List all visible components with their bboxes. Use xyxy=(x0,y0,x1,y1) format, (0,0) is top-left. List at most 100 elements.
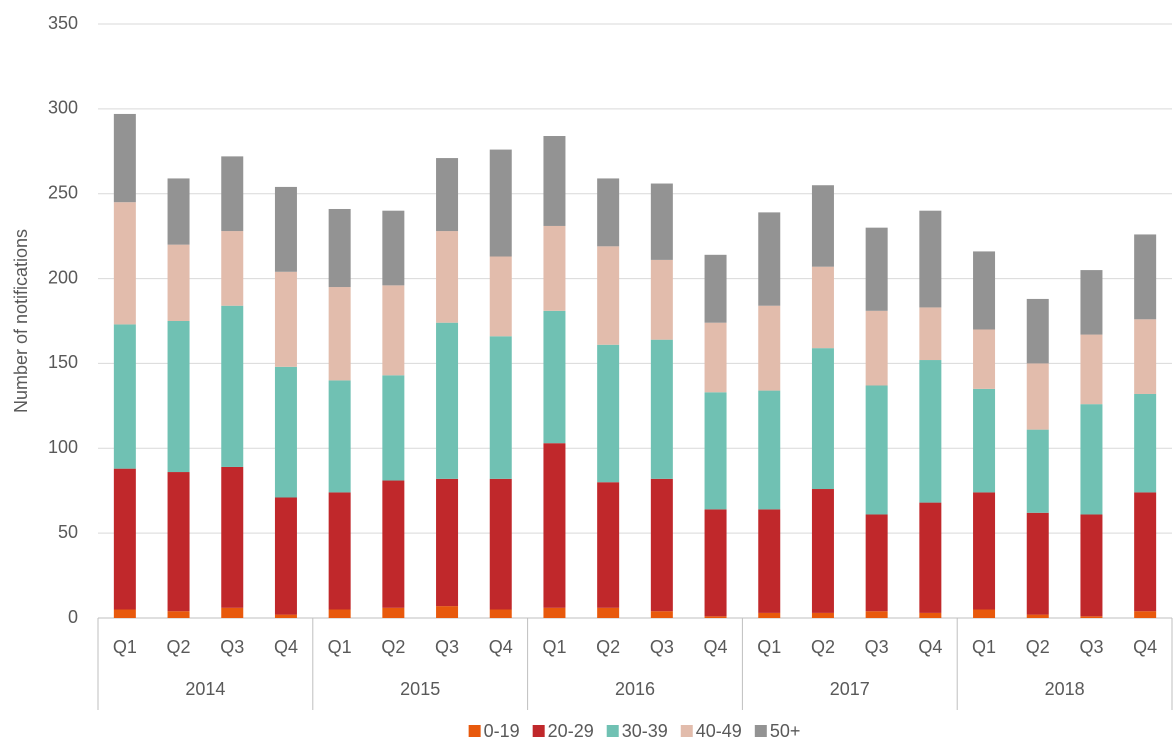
bar-segment xyxy=(1134,393,1157,493)
y-tick-label: 200 xyxy=(48,267,78,287)
y-tick-label: 150 xyxy=(48,352,78,372)
bar-segment xyxy=(865,514,888,612)
bar-segment xyxy=(113,202,136,325)
bar-segment xyxy=(328,609,351,618)
bar-segment xyxy=(758,212,781,306)
bar-segment xyxy=(328,287,351,381)
bar-segment xyxy=(274,186,297,272)
bar-segment xyxy=(704,392,727,510)
bar-segment xyxy=(597,344,620,483)
bar-segment xyxy=(758,305,781,391)
x-tick-label: Q2 xyxy=(381,637,405,657)
bar-segment xyxy=(328,492,351,610)
bar-segment xyxy=(382,375,405,481)
bar-segment xyxy=(704,509,727,617)
bar-segment xyxy=(274,366,297,498)
y-tick-label: 300 xyxy=(48,98,78,118)
bar-segment xyxy=(865,227,888,311)
bar-segment xyxy=(1026,614,1049,618)
bar-segment xyxy=(489,149,512,257)
bar-segment xyxy=(973,329,996,389)
bar-segment xyxy=(650,183,673,260)
x-tick-label: Q3 xyxy=(220,637,244,657)
legend-label: 50+ xyxy=(770,721,801,741)
bar-segment xyxy=(113,468,136,610)
bar-segment xyxy=(865,385,888,515)
bar-segment xyxy=(489,336,512,479)
bar-segment xyxy=(1026,512,1049,615)
bar-segment xyxy=(811,612,834,618)
bar-segment xyxy=(382,210,405,286)
group-label: 2016 xyxy=(615,679,655,699)
legend-swatch xyxy=(606,725,619,737)
bar-segment xyxy=(704,322,727,393)
bar-segment xyxy=(113,324,136,469)
bar-segment xyxy=(1080,270,1103,335)
bar-segment xyxy=(650,259,673,340)
legend-swatch xyxy=(680,725,693,737)
bar-segment xyxy=(221,156,244,232)
bar-segment xyxy=(436,606,459,618)
bar-segment xyxy=(704,616,727,618)
bar-segment xyxy=(543,310,566,444)
bar-segment xyxy=(1026,298,1049,364)
bar-segment xyxy=(221,607,244,618)
bar-segment xyxy=(167,178,190,245)
bar-segment xyxy=(221,231,244,306)
bar-segment xyxy=(382,480,405,608)
bar-segment xyxy=(113,113,136,203)
bar-segment xyxy=(973,251,996,330)
bar-segment xyxy=(543,443,566,608)
bar-segment xyxy=(1134,492,1157,612)
bar-segment xyxy=(811,185,834,267)
x-tick-label: Q4 xyxy=(918,637,942,657)
bar-segment xyxy=(167,321,190,473)
x-tick-label: Q1 xyxy=(113,637,137,657)
x-tick-label: Q2 xyxy=(1026,637,1050,657)
bar-segment xyxy=(167,472,190,612)
bar-segment xyxy=(1134,611,1157,618)
legend-label: 40-49 xyxy=(696,721,742,741)
bar-segment xyxy=(543,607,566,618)
bar-segment xyxy=(436,231,459,323)
legend-swatch xyxy=(468,725,481,737)
bar-segment xyxy=(436,322,459,479)
legend-label: 0-19 xyxy=(484,721,520,741)
bar-segment xyxy=(436,478,459,607)
x-tick-label: Q3 xyxy=(1079,637,1103,657)
bar-segment xyxy=(811,348,834,490)
bar-segment xyxy=(919,502,942,613)
bar-segment xyxy=(704,254,727,323)
bar-segment xyxy=(113,609,136,618)
bar-segment xyxy=(811,489,834,613)
bar-segment xyxy=(865,611,888,618)
x-tick-label: Q3 xyxy=(865,637,889,657)
group-label: 2018 xyxy=(1045,679,1085,699)
group-label: 2015 xyxy=(400,679,440,699)
bar-segment xyxy=(274,614,297,618)
legend-label: 30-39 xyxy=(622,721,668,741)
legend-swatch xyxy=(754,725,767,737)
bar-segment xyxy=(1026,429,1049,513)
x-tick-label: Q3 xyxy=(435,637,459,657)
bar-segment xyxy=(597,246,620,345)
bar-segment xyxy=(1080,514,1103,617)
bar-segment xyxy=(274,497,297,615)
bar-segment xyxy=(274,271,297,367)
bar-segment xyxy=(489,609,512,618)
bar-segment xyxy=(973,388,996,493)
bar-segment xyxy=(382,285,405,376)
bar-segment xyxy=(919,210,942,308)
x-tick-label: Q1 xyxy=(972,637,996,657)
x-tick-label: Q1 xyxy=(542,637,566,657)
x-tick-label: Q4 xyxy=(274,637,298,657)
x-tick-label: Q4 xyxy=(1133,637,1157,657)
bar-segment xyxy=(1080,334,1103,405)
bar-segment xyxy=(919,307,942,361)
bar-segment xyxy=(1134,319,1157,394)
bar-segment xyxy=(328,208,351,288)
legend-swatch xyxy=(532,725,545,737)
y-tick-label: 250 xyxy=(48,182,78,202)
bar-segment xyxy=(543,136,566,226)
